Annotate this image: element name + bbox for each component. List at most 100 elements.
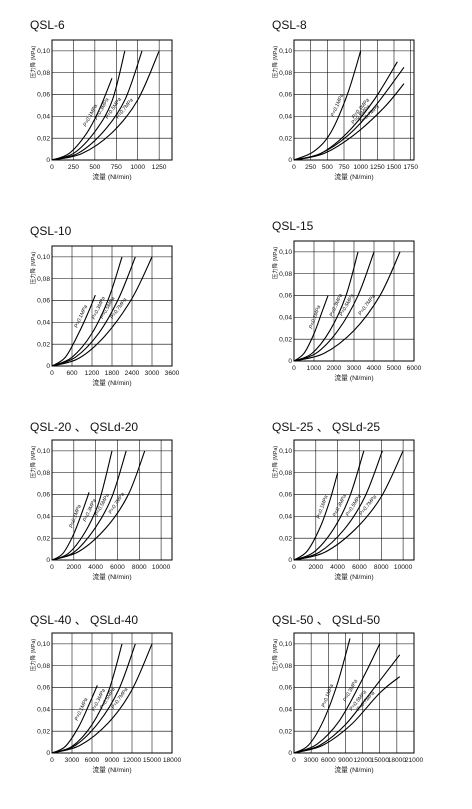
chart-title: QSL-25 、 QSLd-25	[272, 420, 381, 434]
x-tick-label: 3000	[145, 370, 160, 377]
x-axis-label: 流量 (Nl/min)	[334, 572, 373, 581]
x-tick-label: 0	[292, 164, 296, 171]
x-tick-label: 15000	[143, 757, 162, 764]
x-tick-label: 0	[292, 365, 296, 372]
x-tick-label: 12000	[123, 757, 142, 764]
x-tick-label: 4000	[367, 365, 382, 372]
chart-grid-lines	[293, 40, 414, 161]
y-tick-label: 0,10	[279, 48, 292, 55]
series-line	[51, 256, 123, 367]
y-tick-label: 0	[46, 750, 50, 757]
x-tick-label: 10000	[394, 564, 413, 571]
chart-title: QSL-8	[272, 18, 307, 32]
series-line	[293, 450, 365, 561]
x-tick-label: 1250	[370, 164, 385, 171]
plot-frame	[51, 632, 173, 754]
chart-title: QSL-50 、 QSLd-50	[272, 613, 381, 627]
chart-title: QSL-20 、 QSLd-20	[30, 420, 139, 434]
series-line	[293, 472, 339, 561]
series-line	[293, 450, 383, 561]
series-line	[51, 50, 160, 161]
series-line	[51, 450, 146, 561]
plot-frame	[293, 439, 415, 561]
y-axis-label: 压力降 (MPa)	[29, 446, 37, 479]
y-axis-label: 压力降 (MPa)	[271, 446, 279, 479]
series-line	[51, 492, 90, 561]
x-tick-label: 1250	[152, 164, 167, 171]
y-tick-label: 0,08	[279, 470, 292, 477]
series-line	[293, 643, 381, 754]
y-tick-label: 0,02	[37, 341, 50, 348]
chart-panel: QSL-50 、 QSLd-50 0 0,02 0,04 0,06 0,08 0,10 0 30…	[271, 611, 472, 809]
y-tick-label: 0,10	[279, 641, 292, 648]
chart-title: QSL-10	[30, 224, 72, 238]
series-line	[51, 77, 113, 161]
x-axis-label: 流量 (Nl/min)	[334, 373, 373, 382]
plot-frame	[51, 245, 173, 367]
x-tick-label: 1000	[130, 164, 145, 171]
x-tick-label: 500	[89, 164, 100, 171]
y-tick-label: 0	[46, 557, 50, 564]
y-tick-label: 0,08	[37, 276, 50, 283]
x-tick-label: 1800	[105, 370, 120, 377]
x-tick-label: 1000	[307, 365, 322, 372]
x-tick-label: 6000	[85, 757, 100, 764]
x-axis-label: 流量 (Nl/min)	[334, 172, 373, 181]
x-tick-label: 0	[292, 757, 296, 764]
series-line	[293, 676, 401, 754]
x-tick-label: 6000	[110, 564, 125, 571]
x-tick-label: 4000	[330, 564, 345, 571]
x-tick-label: 3600	[165, 370, 180, 377]
chart-svg: 0 0,02 0,04 0,06 0,08 0,10 0 250 500 750 1000 1250 流…	[29, 39, 173, 181]
y-tick-label: 0,02	[279, 535, 292, 542]
chart-svg: 0 0,02 0,04 0,06 0,08 0,10 0 2000 4000 6000 8000 10…	[271, 439, 415, 581]
y-tick-label: 0,08	[279, 663, 292, 670]
chart-grid-lines	[293, 241, 415, 362]
chart-svg: 0 0,02 0,04 0,06 0,08 0,10 0 2000 4000 6000 8000 10…	[29, 439, 173, 581]
y-tick-label: 0,08	[37, 70, 50, 77]
x-tick-label: 6000	[321, 757, 336, 764]
chart-title: QSL-40 、 QSLd-40	[30, 613, 139, 627]
y-tick-label: 0,04	[279, 114, 292, 121]
series-line	[51, 643, 153, 754]
y-tick-label: 0,08	[279, 271, 292, 278]
x-tick-label: 5000	[387, 365, 402, 372]
chart-panel: QSL-15 0 0,02 0,04 0,06 0,08 0,10 0 1000 2000 3000…	[271, 219, 472, 417]
x-tick-label: 0	[50, 370, 54, 377]
series-line	[51, 50, 126, 161]
x-tick-label: 3000	[65, 757, 80, 764]
y-tick-label: 0,02	[37, 728, 50, 735]
x-tick-label: 18000	[163, 757, 182, 764]
chart-title: QSL-15	[272, 219, 314, 233]
x-tick-label: 250	[305, 164, 316, 171]
series-line	[51, 643, 136, 754]
x-tick-label: 1200	[85, 370, 100, 377]
y-tick-label: 0	[288, 157, 292, 164]
y-tick-label: 0,02	[37, 135, 50, 142]
y-tick-label: 0,06	[37, 685, 50, 692]
y-tick-label: 0,02	[279, 135, 292, 142]
x-tick-label: 8000	[374, 564, 389, 571]
y-tick-label: 0,06	[37, 92, 50, 99]
series-line	[293, 61, 398, 161]
x-axis-label: 流量 (Nl/min)	[92, 172, 131, 181]
chart-panel: QSL-25 、 QSLd-25 0 0,02 0,04 0,06 0,08 0,10 0 20…	[271, 418, 472, 616]
y-tick-label: 0,02	[279, 728, 292, 735]
series-line	[293, 295, 329, 362]
y-axis-label: 压力降 (MPa)	[271, 639, 279, 672]
y-axis-label: 压力降 (MPa)	[271, 46, 279, 79]
x-tick-label: 9000	[105, 757, 120, 764]
y-tick-label: 0,02	[37, 535, 50, 542]
y-axis-label: 压力降 (MPa)	[29, 252, 37, 285]
plot-frame	[293, 39, 415, 161]
x-tick-label: 8000	[132, 564, 147, 571]
chart-svg: 0 0,02 0,04 0,06 0,08 0,10 0 1000 2000 3000 4000 50…	[271, 240, 422, 382]
series-line	[293, 654, 401, 754]
y-tick-label: 0,04	[37, 320, 50, 327]
series-line	[293, 251, 359, 362]
y-tick-label: 0,04	[279, 707, 292, 714]
x-tick-label: 4000	[88, 564, 103, 571]
x-tick-label: 500	[322, 164, 333, 171]
